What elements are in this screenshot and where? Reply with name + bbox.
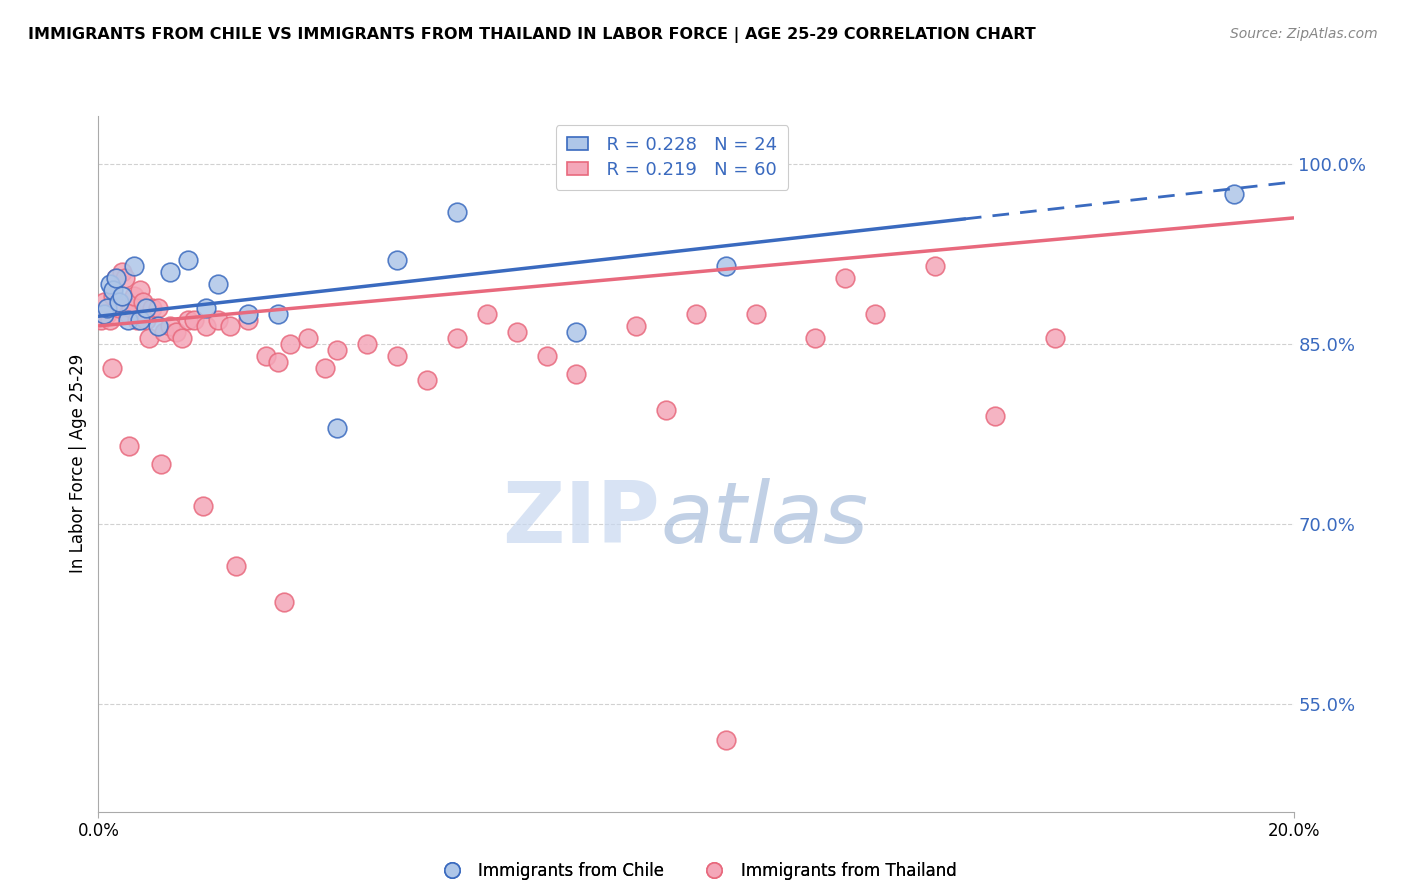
Point (127, 313, 149, 327)
Point (117, 313, 139, 327)
Point (655, 402, 678, 417)
Point (983, 409, 1005, 423)
Point (297, 331, 319, 345)
Point (194, 318, 218, 333)
Point (172, 331, 194, 345)
Point (98, 277, 122, 291)
Point (138, 331, 160, 345)
Point (685, 307, 707, 321)
Point (194, 301, 218, 315)
Point (111, 265, 134, 279)
Point (745, 307, 768, 321)
Point (267, 307, 290, 321)
Point (714, 732, 737, 747)
Point (111, 289, 134, 303)
Point (446, 205, 468, 219)
Point (863, 307, 886, 321)
Point (191, 499, 214, 513)
Point (103, 289, 125, 303)
Point (804, 331, 827, 345)
Point (1222, 186, 1246, 201)
Y-axis label: In Labor Force | Age 25-29: In Labor Force | Age 25-29 (69, 354, 87, 574)
Point (135, 301, 157, 315)
Point (385, 349, 409, 363)
Point (207, 313, 229, 327)
Point (124, 289, 146, 303)
Point (536, 349, 558, 363)
Point (236, 313, 259, 327)
Point (129, 313, 152, 327)
Point (105, 271, 128, 285)
Point (236, 307, 259, 321)
Point (159, 318, 181, 333)
Point (714, 259, 737, 273)
Point (153, 325, 176, 339)
Point (114, 271, 136, 285)
Point (506, 325, 529, 339)
Point (924, 259, 946, 273)
Point (416, 373, 439, 387)
Point (475, 307, 498, 321)
Point (565, 325, 588, 339)
Point (108, 294, 131, 309)
Point (326, 421, 349, 435)
Point (150, 457, 173, 471)
Point (148, 301, 170, 315)
Point (165, 325, 187, 339)
Text: Source: ZipAtlas.com: Source: ZipAtlas.com (1230, 27, 1378, 41)
Point (1043, 331, 1066, 345)
Point (314, 360, 337, 375)
Point (254, 349, 277, 363)
Point (385, 252, 409, 267)
Point (159, 265, 181, 279)
Point (267, 355, 290, 369)
Point (100, 360, 122, 375)
Point (624, 318, 647, 333)
Point (135, 313, 157, 327)
Point (96, 301, 118, 315)
Point (117, 307, 139, 321)
Point (96, 307, 118, 321)
Point (446, 331, 468, 345)
Text: atlas: atlas (661, 478, 868, 561)
Point (120, 301, 142, 315)
Point (103, 283, 125, 297)
Point (834, 271, 856, 285)
Point (105, 271, 128, 285)
Point (108, 301, 131, 315)
Point (129, 283, 152, 297)
Point (141, 301, 163, 315)
Legend: Immigrants from Chile, Immigrants from Thailand: Immigrants from Chile, Immigrants from T… (429, 855, 963, 887)
Point (207, 277, 229, 291)
Point (565, 367, 588, 381)
Point (148, 318, 170, 333)
Point (124, 259, 146, 273)
Point (183, 313, 205, 327)
Point (273, 595, 295, 609)
Point (93, 294, 115, 309)
Point (278, 337, 301, 351)
Point (132, 294, 155, 309)
Point (98, 313, 122, 327)
Point (90, 313, 112, 327)
Point (219, 318, 242, 333)
Point (93, 307, 115, 321)
Point (177, 313, 200, 327)
Point (177, 252, 200, 267)
Text: IMMIGRANTS FROM CHILE VS IMMIGRANTS FROM THAILAND IN LABOR FORCE | AGE 25-29 COR: IMMIGRANTS FROM CHILE VS IMMIGRANTS FROM… (28, 27, 1036, 43)
Point (225, 558, 247, 573)
Point (356, 337, 378, 351)
Point (326, 343, 349, 357)
Text: ZIP: ZIP (502, 478, 661, 561)
Point (118, 439, 141, 453)
